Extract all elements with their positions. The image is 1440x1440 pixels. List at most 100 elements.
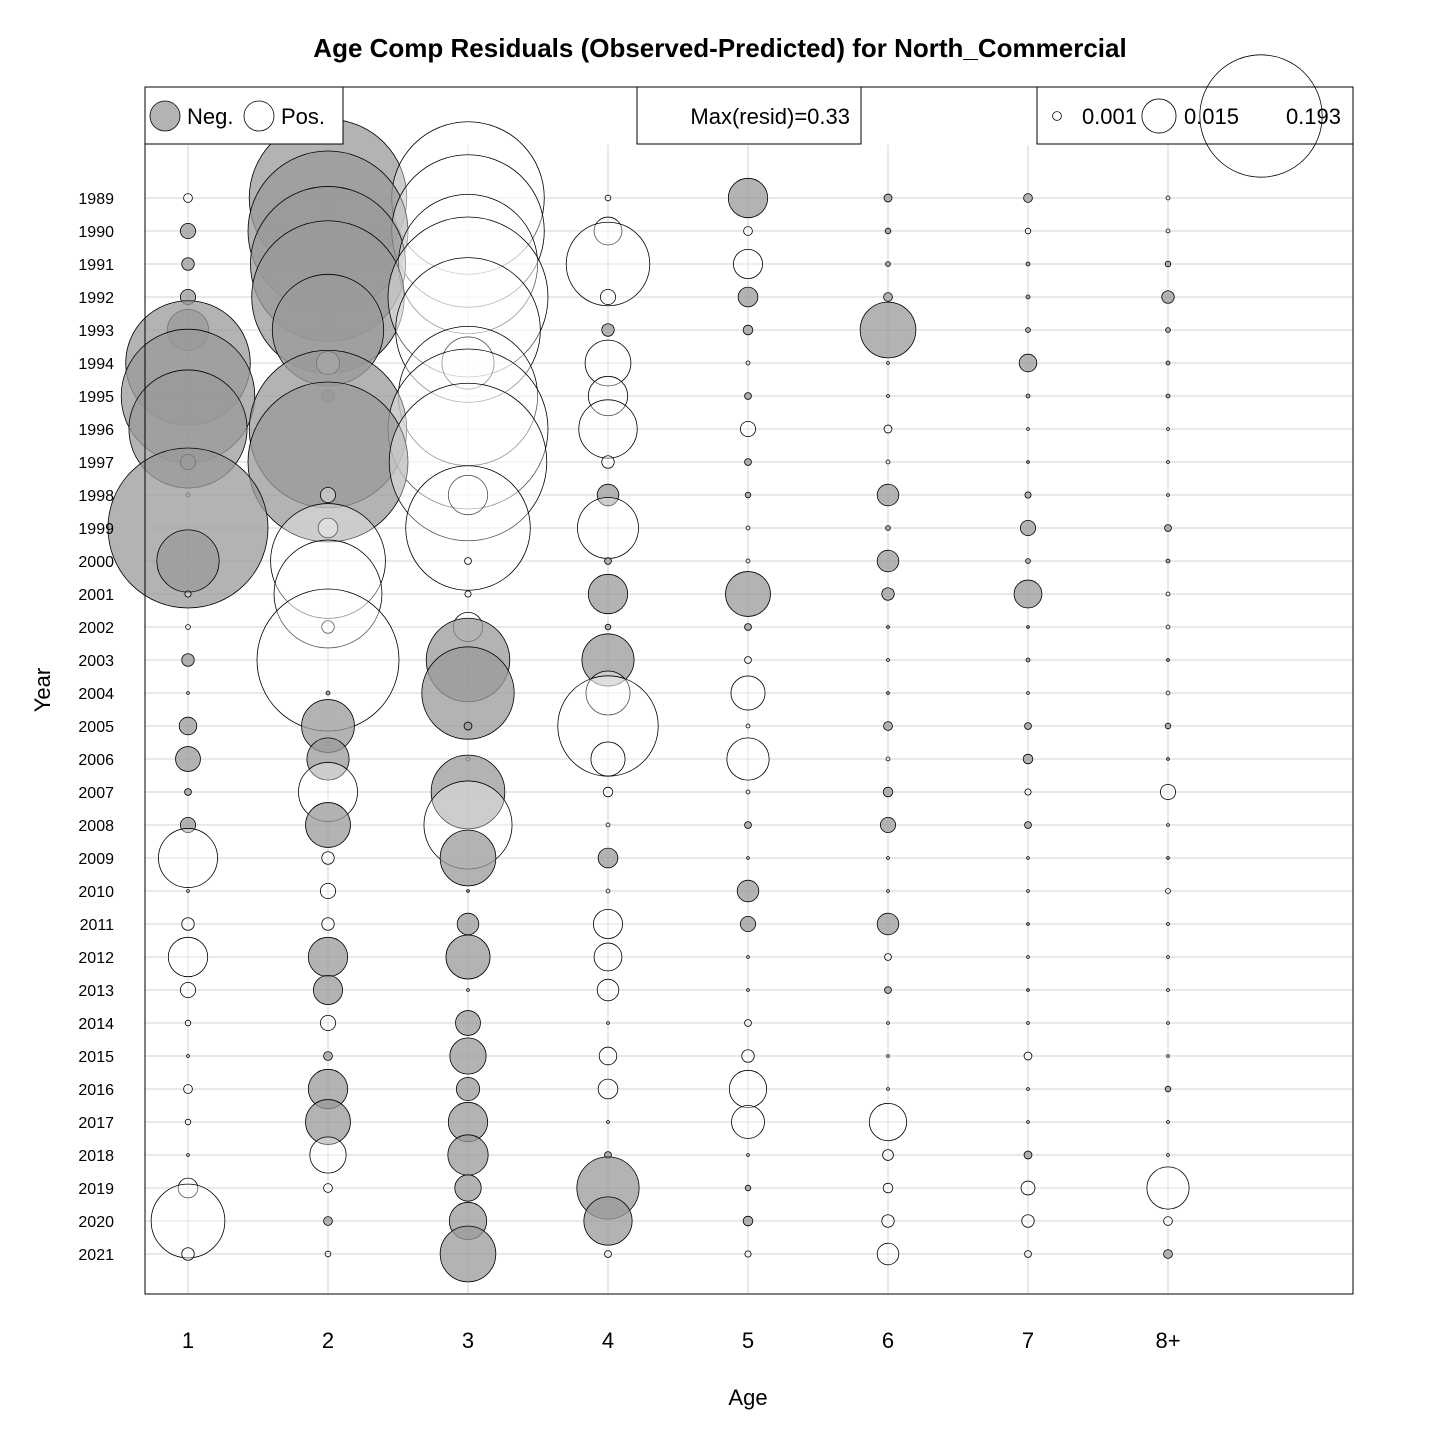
bubble-2000-age-1 [156,529,220,593]
bubble-2014-age-1 [184,1019,192,1027]
y-tick-label: 2010 [78,884,114,901]
bubble-1996-age-5 [739,420,757,438]
bubble-2010-age-2 [319,882,337,900]
bubble-1991-age-8+ [1164,260,1172,268]
bubble-1997-age-8+ [1166,460,1170,464]
bubble-1991-age-5 [732,248,764,280]
bubble-1995-age-8+ [1165,393,1171,399]
bubble-2007-age-8+ [1159,783,1177,801]
legend-size-box [1036,86,1354,145]
bubble-2003-age-5 [744,656,752,664]
bubble-2012-age-5 [746,955,750,959]
bubble-2017-age-6 [868,1102,908,1142]
y-tick-label: 1989 [78,191,114,208]
bubble-1990-age-6 [884,227,892,235]
bubble-2015-age-7 [1023,1051,1033,1061]
x-tick-label: 4 [602,1328,614,1353]
bubble-2020-age-7 [1021,1214,1035,1228]
y-tick-label: 2015 [78,1049,114,1066]
bubble-2013-age-5 [746,988,750,992]
bubble-2002-age-7 [1026,625,1030,629]
bubble-2009-age-2 [321,851,335,865]
bubble-2006-age-4 [590,741,626,777]
bubble-2016-age-4 [597,1078,619,1100]
bubble-2015-age-8+ [1166,1054,1170,1058]
bubble-2006-age-7 [1022,753,1034,765]
bubble-2019-age-6 [882,1182,894,1194]
bubble-2008-age-8+ [1166,823,1170,827]
bubble-2003-age-4 [581,633,635,687]
bubble-2020-age-4 [583,1196,633,1246]
bubble-2019-age-5 [744,1184,752,1192]
legend-size-symbol [1199,54,1323,178]
bubble-2002-age-4 [604,623,612,631]
bubble-2020-age-5 [742,1215,754,1227]
bubble-2015-age-2 [323,1051,333,1061]
bubble-2012-age-7 [1026,955,1030,959]
bubble-2017-age-5 [731,1105,765,1139]
bubble-2001-age-6 [881,587,895,601]
y-tick-label: 2004 [78,686,114,703]
bubble-1999-age-4 [577,497,639,559]
bubble-2021-age-8+ [1163,1249,1173,1259]
bubble-2008-age-5 [744,821,752,829]
bubble-2003-age-7 [1025,657,1031,663]
bubble-1989-age-5 [727,177,769,219]
bubble-2010-age-7 [1026,889,1030,893]
bubble-2009-age-5 [746,856,750,860]
bubble-2004-age-6 [886,691,890,695]
bubble-2009-age-6 [886,856,890,860]
bubble-2021-age-1 [181,1247,195,1261]
bubble-2017-age-2 [305,1099,351,1145]
bubble-2015-age-3 [449,1037,487,1075]
bubble-2014-age-2 [319,1014,337,1032]
bubble-1992-age-7 [1025,294,1031,300]
bubble-2007-age-5 [745,789,751,795]
legend-max-label: Max(resid)=0.33 [690,104,850,129]
bubble-2014-age-6 [886,1021,890,1025]
bubble-1995-age-6 [886,394,890,398]
x-axis-label: Age [728,1385,767,1410]
bubble-layer [107,118,1190,1283]
bubble-1998-age-3 [447,474,489,516]
bubble-2017-age-8+ [1166,1120,1170,1124]
bubble-2011-age-4 [592,908,624,940]
bubble-2013-age-4 [596,978,620,1002]
bubble-2013-age-6 [884,986,892,994]
y-tick-label: 2019 [78,1181,114,1198]
bubble-1992-age-8+ [1161,290,1175,304]
bubble-2000-age-5 [745,558,751,564]
y-tick-label: 2003 [78,653,114,670]
bubble-2020-age-8+ [1163,1216,1173,1226]
bubble-1993-age-6 [859,301,917,359]
bubble-2007-age-1 [184,788,192,796]
y-tick-label: 1998 [78,488,114,505]
bubble-2009-age-7 [1026,856,1030,860]
bubble-2002-age-6 [886,625,890,629]
y-tick-label: 2007 [78,785,114,802]
bubble-2012-age-6 [884,953,892,961]
bubble-2004-age-3 [421,646,515,740]
bubble-2003-age-8+ [1166,658,1170,662]
bubble-2018-age-3 [447,1134,489,1176]
x-tick-label: 2 [322,1328,334,1353]
bubble-2009-age-4 [597,847,619,869]
bubble-1992-age-4 [599,288,617,306]
bubble-2006-age-8+ [1166,757,1170,761]
bubble-2014-age-5 [744,1019,752,1027]
bubble-2016-age-5 [728,1069,768,1109]
bubble-2018-age-8+ [1166,1153,1170,1157]
y-tick-label: 2017 [78,1115,114,1132]
bubble-2011-age-6 [876,912,900,936]
bubble-2011-age-7 [1026,922,1030,926]
bubble-2004-age-5 [730,675,766,711]
bubble-2019-age-7 [1020,1180,1036,1196]
y-tick-label: 1990 [78,224,114,241]
x-tick-label: 3 [462,1328,474,1353]
bubble-2001-age-1 [184,590,192,598]
bubble-1994-age-7 [1018,353,1038,373]
bubble-2015-age-4 [598,1046,618,1066]
bubble-2016-age-7 [1026,1087,1030,1091]
bubble-2013-age-8+ [1166,988,1170,992]
